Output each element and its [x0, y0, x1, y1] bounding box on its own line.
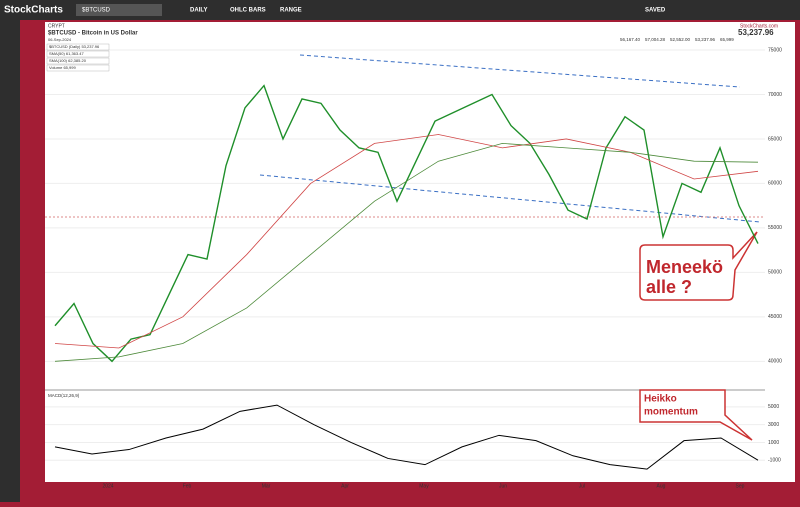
annotation: momentum: [644, 407, 698, 418]
logo: StockCharts: [4, 5, 63, 16]
search[interactable]: $BTCUSD: [82, 8, 111, 14]
x-tick-label: Apr: [341, 483, 349, 489]
last-price: 53,237.96: [738, 28, 774, 37]
macd-line: [54, 404, 759, 470]
legend-box: [46, 43, 110, 51]
date: 06-Sep-2024: [48, 37, 72, 42]
x-tick-label: 2024: [102, 483, 113, 489]
toolbar: [0, 0, 800, 20]
x-tick-label: Jun: [499, 483, 507, 489]
y-tick-label: 40000: [768, 359, 782, 365]
legend-entry: Volume 65,999: [49, 65, 76, 70]
style[interactable]: OHLC BARS: [230, 8, 266, 14]
x-tick-label: May: [419, 483, 429, 489]
x-tick-label: Mar: [262, 483, 271, 489]
y-tick-label: 75000: [768, 47, 782, 53]
y-tick-label: 45000: [768, 314, 782, 320]
x-tick-label: Jul: [579, 483, 585, 489]
y-tick-label: 55000: [768, 225, 782, 231]
y-tick-label: 1000: [768, 440, 779, 446]
y-tick-label: 50000: [768, 270, 782, 276]
title: $BTCUSD - Bitcoin in US Dollar: [48, 31, 138, 37]
x-tick-label: Feb: [183, 483, 192, 489]
range[interactable]: RANGE: [280, 8, 302, 14]
brand: StockCharts.com: [740, 23, 778, 29]
y-tick-label: 60000: [768, 181, 782, 187]
resistance-line: [299, 54, 741, 88]
annotation: alle ?: [646, 277, 692, 297]
y-tick-label: -1000: [768, 458, 781, 464]
legend-entry: SMA(50) 61,363.47: [49, 51, 84, 56]
callout: [639, 389, 753, 441]
search-box[interactable]: [76, 4, 162, 16]
annotation: Meneekö: [646, 257, 723, 277]
sidebar: [0, 20, 20, 502]
ohlc-value: 56,167.40: [620, 37, 641, 42]
ohlc-value: 65,999: [720, 37, 734, 42]
exchange: CRYPT: [48, 23, 65, 29]
saved[interactable]: SAVED: [645, 8, 666, 14]
y-tick-label: 5000: [768, 404, 779, 410]
ohlc-value: 57,004.28: [645, 37, 666, 42]
macd-label: MACD(12,26,9): [48, 393, 80, 398]
legend-box: [46, 57, 110, 65]
legend-box: [46, 50, 110, 58]
y-tick-label: 70000: [768, 92, 782, 98]
x-tick-label: Aug: [657, 483, 666, 489]
annotation: Heikko: [644, 394, 677, 405]
ohlc-value: 52,552.00: [670, 37, 691, 42]
ohlc-value: 53,237.96: [695, 37, 716, 42]
axis-area: [765, 22, 795, 482]
sma-line: [54, 134, 759, 349]
period[interactable]: DAILY: [190, 8, 207, 14]
y-tick-label: 3000: [768, 422, 779, 428]
legend-box: [46, 64, 110, 72]
legend-entry: $BTCUSD (Daily) 53,237.96: [49, 44, 100, 49]
y-tick-label: 65000: [768, 136, 782, 142]
x-tick-label: Sep: [736, 483, 745, 489]
sma-line: [54, 142, 759, 362]
callout: [639, 231, 758, 301]
legend-entry: SMA(100) 62,385.20: [49, 58, 87, 63]
